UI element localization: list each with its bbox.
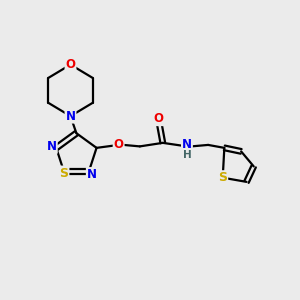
Text: S: S xyxy=(59,167,68,179)
Text: O: O xyxy=(114,138,124,152)
Text: O: O xyxy=(153,112,164,125)
Text: N: N xyxy=(87,168,97,181)
Text: N: N xyxy=(47,140,57,153)
Text: N: N xyxy=(182,138,192,151)
Text: H: H xyxy=(183,150,191,160)
Text: O: O xyxy=(65,58,76,71)
Text: S: S xyxy=(218,171,227,184)
Text: N: N xyxy=(65,110,76,123)
